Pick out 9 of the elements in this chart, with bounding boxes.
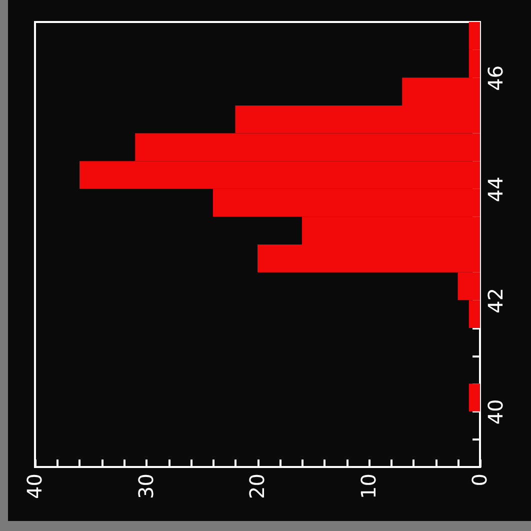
x-tick-label: 0 <box>468 474 492 486</box>
y-tick-label: 44 <box>484 176 508 202</box>
x-tick-label: 10 <box>356 474 380 499</box>
y-tick-label: 46 <box>484 65 508 91</box>
x-tick-label: 30 <box>134 474 158 499</box>
x-tick-label: 40 <box>22 474 46 499</box>
x-tick-label: 20 <box>245 474 269 499</box>
y-tick-label: 42 <box>484 288 508 314</box>
y-tick-label: 40 <box>484 399 508 425</box>
